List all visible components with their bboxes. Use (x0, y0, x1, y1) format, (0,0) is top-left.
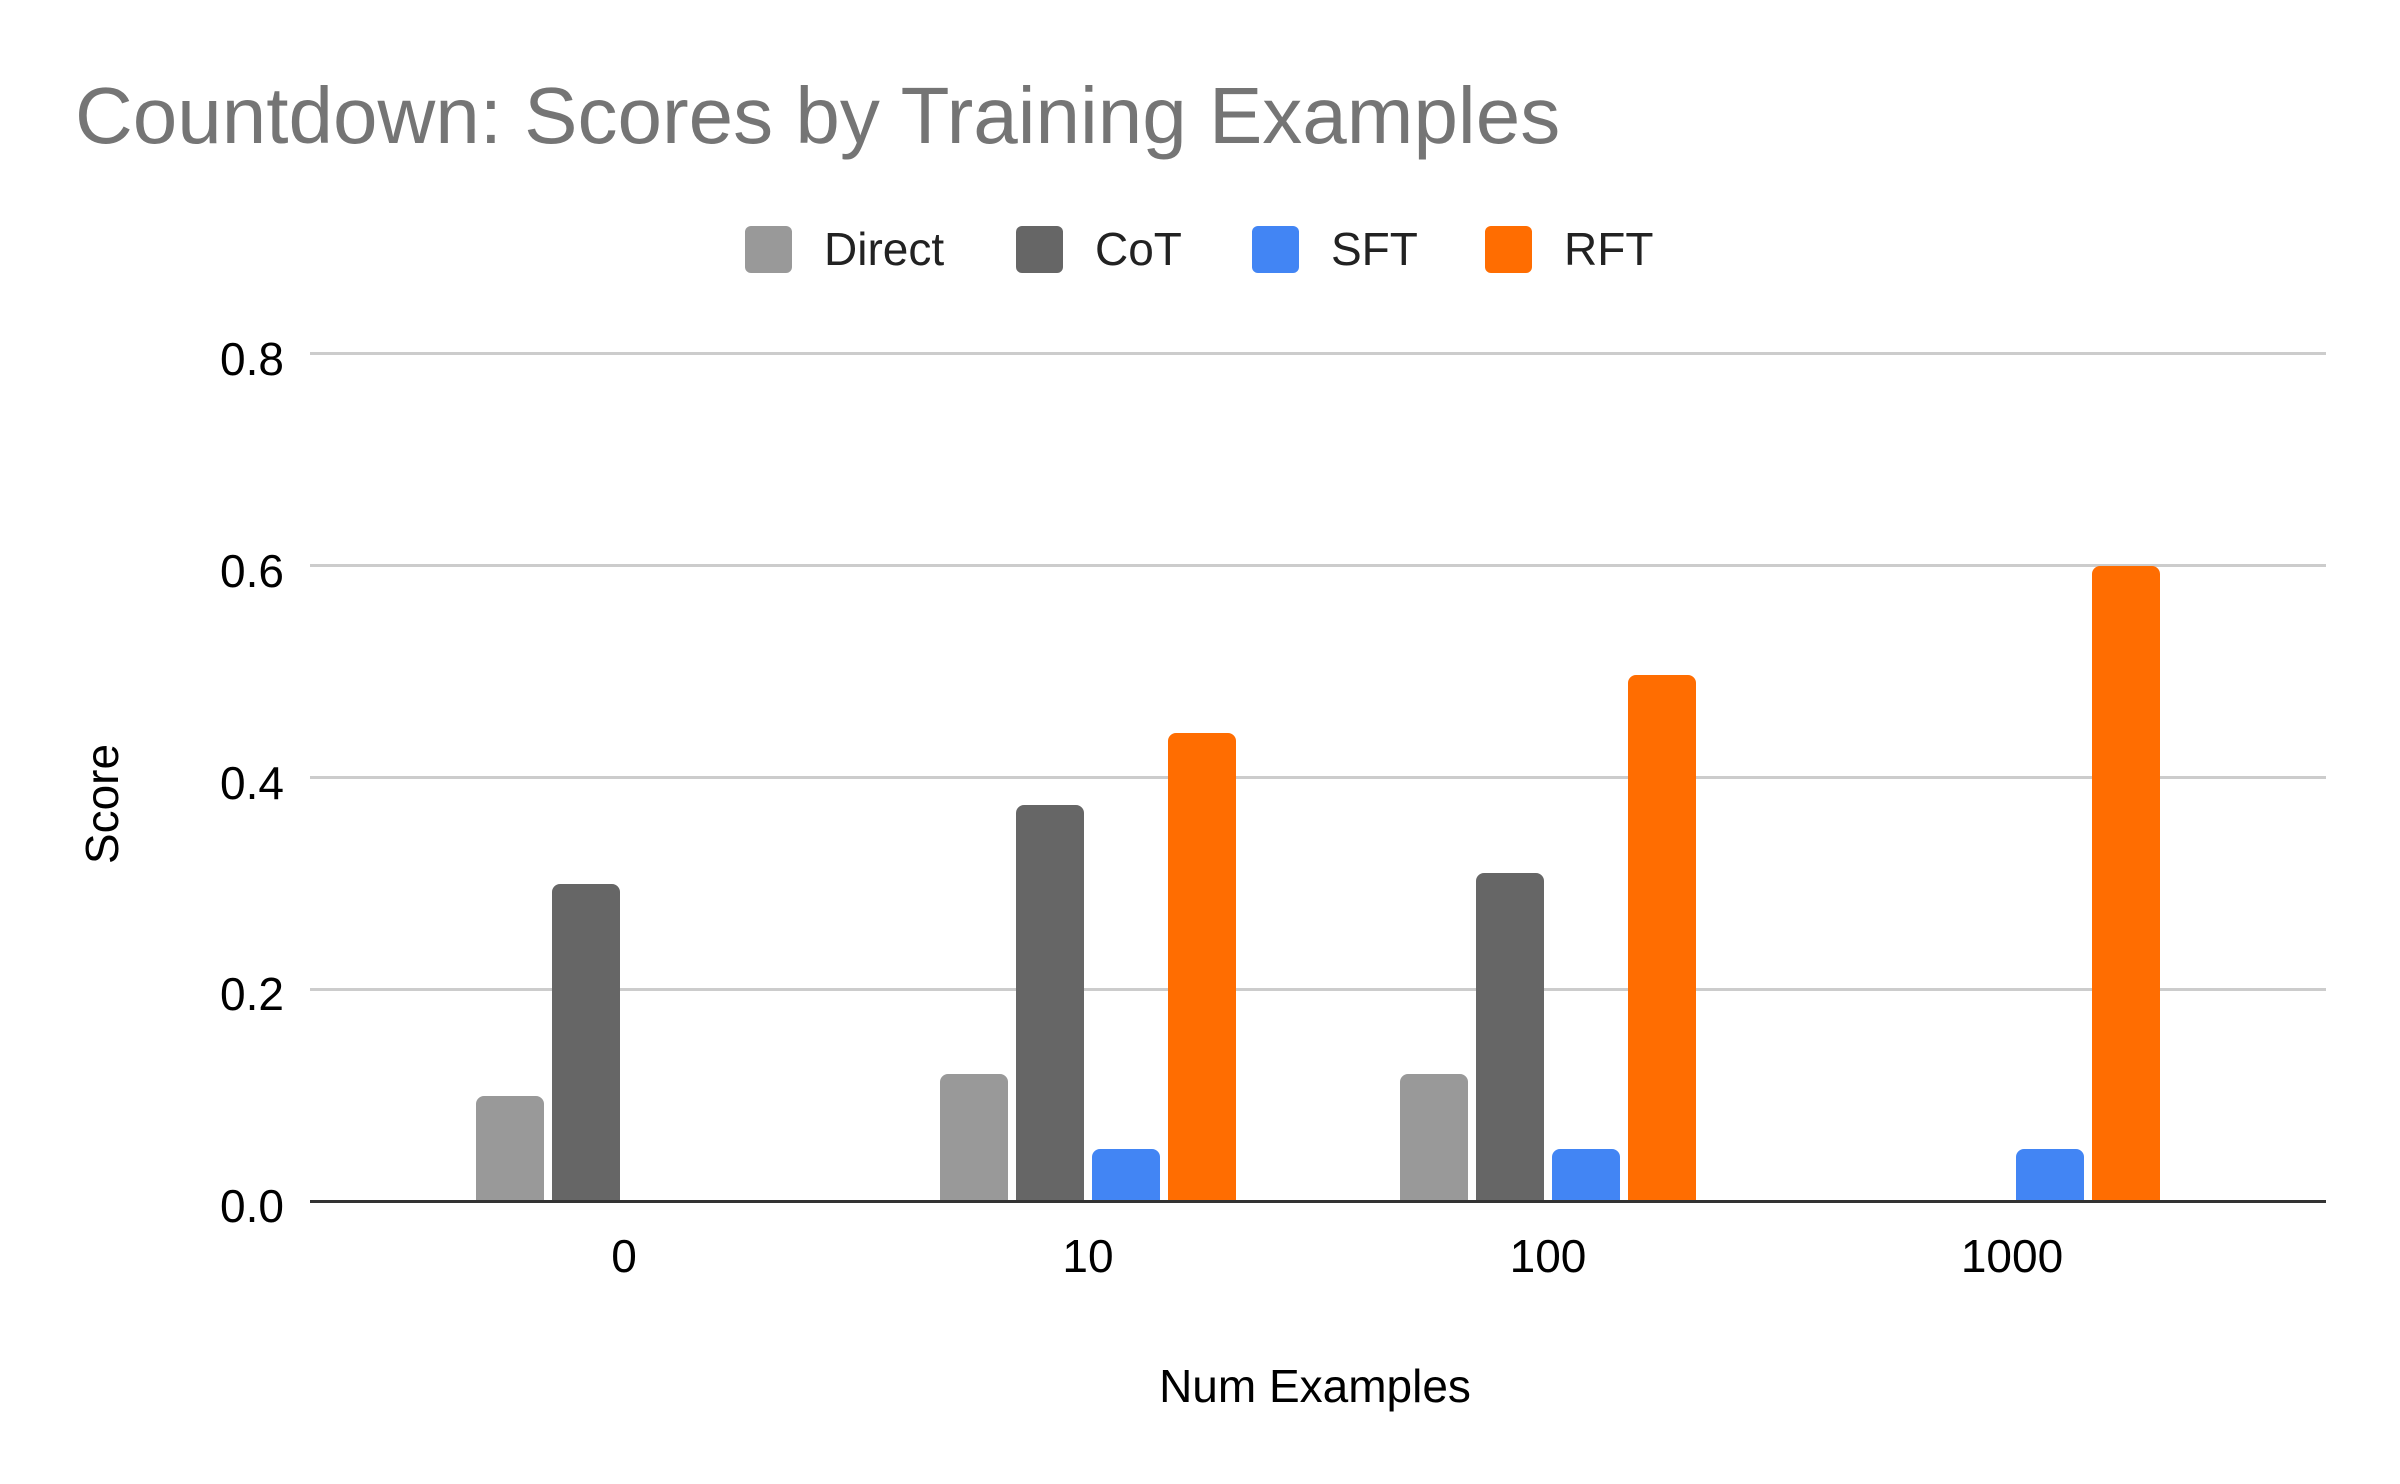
x-tick-label: 1000 (1960, 1230, 2064, 1282)
legend-label: CoT (1095, 223, 1182, 275)
y-tick-label: 0.0 (220, 1180, 284, 1232)
bar-direct-0 (476, 1095, 544, 1202)
y-tick-label: 0.8 (220, 333, 284, 385)
y-tick-label: 0.4 (220, 757, 284, 809)
gridline (310, 352, 2326, 355)
legend-item-sft[interactable]: SFT (1252, 225, 1418, 273)
bar-rft-100 (1628, 675, 1696, 1202)
chart-title: Countdown: Scores by Training Examples (75, 71, 1561, 160)
bar-sft-100 (1552, 1148, 1620, 1202)
gridline (310, 776, 2326, 779)
gridline (310, 564, 2326, 567)
bar-cot-100 (1476, 873, 1544, 1202)
y-axis-title: Score (76, 743, 128, 865)
legend-label: Direct (824, 223, 945, 275)
y-tick-label: 0.6 (220, 545, 284, 597)
legend-label: RFT (1564, 223, 1654, 275)
legend-swatch-cot (1016, 225, 1063, 273)
x-tick-label: 100 (1509, 1230, 1587, 1282)
bar-direct-100 (1400, 1074, 1468, 1202)
legend-item-direct[interactable]: Direct (745, 225, 944, 273)
bar-sft-10 (1092, 1148, 1160, 1202)
legend-swatch-direct (745, 225, 792, 273)
gridline (310, 988, 2326, 991)
bar-rft-10 (1168, 732, 1236, 1202)
bar-cot-10 (1016, 804, 1084, 1202)
y-tick-label: 0.2 (220, 968, 284, 1020)
x-tick-label: 10 (1062, 1230, 1114, 1282)
legend-item-rft[interactable]: RFT (1485, 225, 1653, 273)
legend-item-cot[interactable]: CoT (1016, 225, 1182, 273)
x-tick-label: 0 (611, 1230, 637, 1282)
bar-sft-1000 (2016, 1148, 2084, 1202)
x-axis-line (310, 1200, 2326, 1203)
bar-rft-1000 (2092, 566, 2160, 1202)
bar-cot-0 (552, 883, 620, 1202)
legend-swatch-sft (1252, 225, 1299, 273)
bar-direct-10 (940, 1074, 1008, 1202)
x-axis-title: Num Examples (1159, 1360, 1471, 1412)
legend-label: SFT (1331, 223, 1418, 275)
legend-swatch-rft (1485, 225, 1532, 273)
